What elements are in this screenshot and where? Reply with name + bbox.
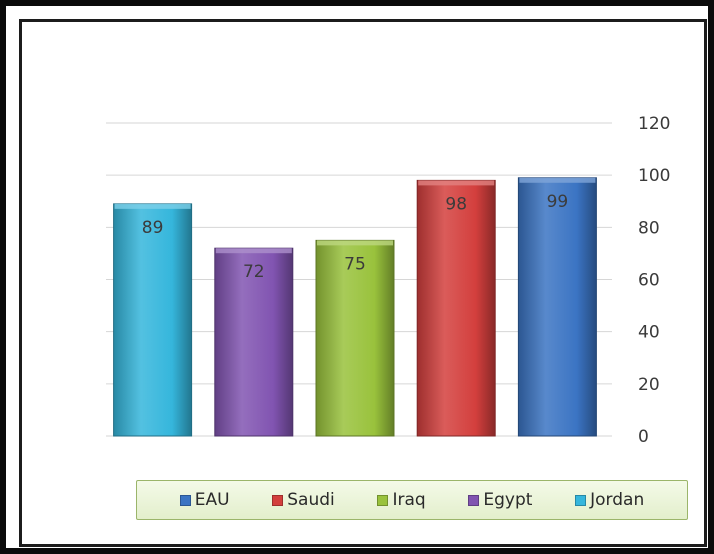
bar xyxy=(214,247,294,437)
legend-item-iraq: Iraq xyxy=(377,490,426,510)
legend-item-egypt: Egypt xyxy=(468,490,532,510)
bar xyxy=(416,179,496,437)
bar-top-highlight xyxy=(114,203,191,209)
bar-top-highlight xyxy=(519,177,596,183)
legend-swatch xyxy=(179,494,191,506)
bar-eau: 99 xyxy=(517,177,597,437)
data-label: 98 xyxy=(445,194,467,214)
y-tick-label: 100 xyxy=(638,166,670,186)
legend-label: Saudi xyxy=(287,490,335,510)
legend-swatch xyxy=(468,494,480,506)
data-label: 99 xyxy=(547,192,569,212)
legend-item-eau: EAU xyxy=(179,490,230,510)
bar-saudi: 98 xyxy=(416,179,496,437)
bar-chart: 0 20 40 60 80 100 120 89 72 75 98 99 xyxy=(106,114,670,447)
y-tick-label: 20 xyxy=(638,375,660,395)
data-label: 72 xyxy=(243,262,265,282)
bar xyxy=(517,177,597,437)
legend-swatch xyxy=(272,494,284,506)
legend: EAU Saudi Iraq Egypt Jordan xyxy=(136,480,688,520)
bar-jordan: 89 xyxy=(113,203,193,437)
legend-label: Jordan xyxy=(590,490,645,510)
bar-top-highlight xyxy=(317,240,393,246)
legend-label: Iraq xyxy=(392,490,426,510)
bar-iraq: 75 xyxy=(315,239,395,437)
legend-swatch xyxy=(575,494,587,506)
y-tick-label: 60 xyxy=(638,271,660,291)
bar xyxy=(113,203,193,437)
bar-top-highlight xyxy=(418,180,495,186)
bar xyxy=(315,239,395,437)
legend-swatch xyxy=(377,494,389,506)
y-tick-label: 120 xyxy=(638,114,670,134)
y-tick-label: 80 xyxy=(638,218,660,238)
data-label: 89 xyxy=(142,218,164,238)
legend-item-saudi: Saudi xyxy=(272,490,335,510)
legend-label: Egypt xyxy=(483,490,533,510)
legend-item-jordan: Jordan xyxy=(575,490,644,510)
legend-label: EAU xyxy=(194,490,230,510)
data-label: 75 xyxy=(344,254,366,274)
chart-area: 0 20 40 60 80 100 120 89 72 75 98 99 EAU Saudi Iraq Eg… xyxy=(19,19,707,547)
y-tick-label: 40 xyxy=(638,323,660,343)
bar-egypt: 72 xyxy=(214,247,294,437)
bar-top-highlight xyxy=(215,248,292,254)
y-tick-label: 0 xyxy=(638,427,649,447)
